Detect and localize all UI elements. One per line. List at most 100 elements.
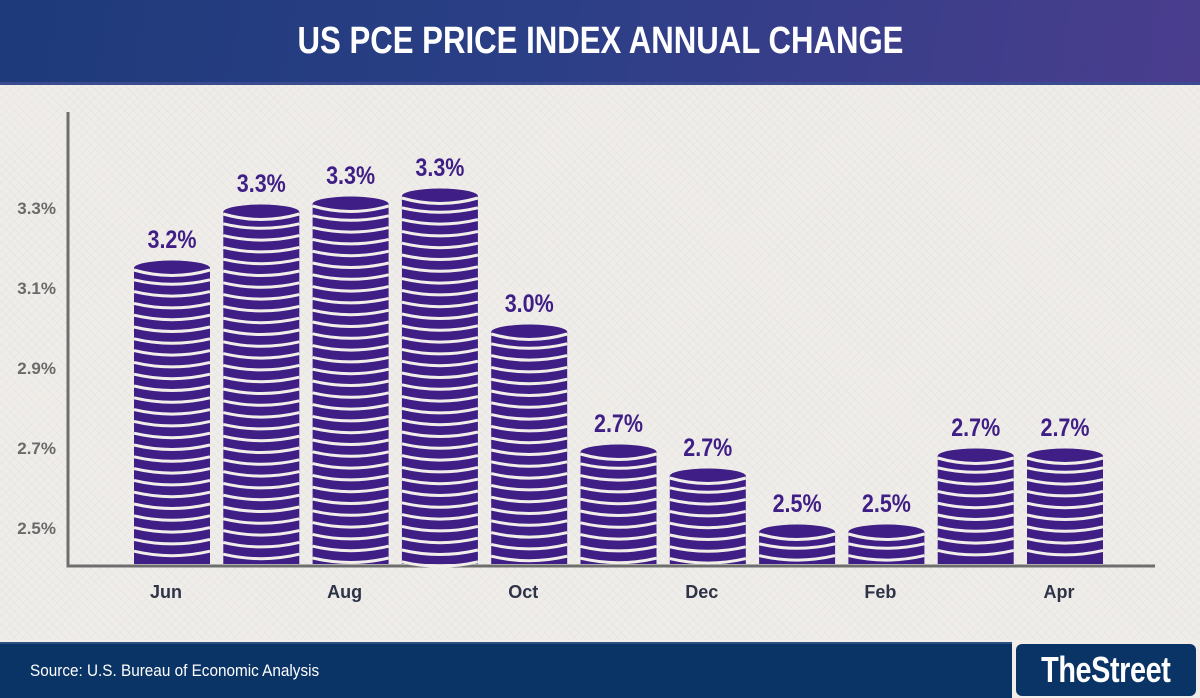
coin-separator	[937, 537, 1015, 545]
coin-separator	[222, 540, 300, 549]
coin-separator	[312, 403, 389, 411]
data-label: 3.3%	[326, 161, 375, 189]
coin-separator	[401, 489, 479, 497]
coin-separator	[133, 514, 211, 522]
coin-stack-body	[223, 212, 300, 564]
coin-separator	[312, 379, 389, 387]
coin-separator	[133, 360, 211, 369]
coin-separator	[133, 337, 211, 345]
coin-separator	[937, 489, 1015, 498]
coin-separator	[401, 465, 479, 474]
coin-separator	[222, 234, 300, 242]
data-label: 2.7%	[683, 433, 732, 461]
coin-separator	[222, 505, 300, 513]
coin-separator	[133, 526, 211, 534]
coin-separator	[222, 363, 300, 372]
coin-separator	[669, 533, 747, 541]
coin-separator	[222, 245, 300, 254]
coin-separator	[401, 418, 479, 427]
coin-separator	[401, 371, 479, 379]
coin-top	[312, 196, 389, 212]
coin-separator	[222, 470, 300, 478]
coin-separator	[222, 399, 300, 407]
coin-separator	[937, 548, 1015, 557]
coin-separator	[222, 304, 300, 313]
coin-separator	[490, 389, 568, 397]
coin-separator	[490, 483, 568, 492]
coin-separator	[312, 344, 389, 352]
coin-stack-body	[1027, 456, 1103, 564]
y-tick-label: 2.7%	[17, 439, 56, 458]
coin-separator	[133, 278, 211, 286]
coin-separator	[937, 466, 1015, 474]
coin-separator	[133, 443, 211, 451]
coin-separator	[1026, 537, 1104, 545]
coin-separator	[222, 434, 300, 443]
coin-separator	[401, 536, 479, 545]
data-label: 2.7%	[594, 409, 643, 437]
coin-stack-body	[491, 332, 568, 564]
coin-top-edge	[490, 332, 568, 341]
coin-separator	[401, 383, 479, 391]
coin-separator	[580, 533, 657, 541]
coin-separator	[490, 507, 568, 515]
coin-top-edge	[937, 456, 1015, 465]
coin-separator	[133, 325, 211, 333]
coin-separator	[401, 560, 479, 568]
x-tick-label: Apr	[1044, 582, 1075, 602]
data-label: 2.7%	[951, 413, 1000, 441]
coin-separator	[490, 436, 568, 445]
coin-separator	[937, 513, 1015, 521]
coin-separator	[133, 467, 211, 475]
bar-dec: 2.7% Dec	[669, 433, 747, 602]
coin-separator	[758, 542, 836, 550]
coin-separator	[312, 285, 389, 293]
coin-separator	[312, 273, 389, 281]
coin-separator	[490, 448, 568, 456]
coin-top-edge	[847, 532, 925, 541]
coin-stack-body	[580, 452, 657, 564]
source-note: Source: U.S. Bureau of Economic Analysis	[30, 661, 320, 680]
coin-separator	[133, 455, 211, 463]
coin-separator	[401, 229, 479, 238]
coin-separator	[222, 552, 300, 561]
coin-separator	[312, 473, 389, 482]
coin-separator	[222, 257, 300, 266]
x-tick-label: Oct	[508, 582, 538, 602]
coin-separator	[312, 450, 389, 458]
coin-separator	[222, 269, 300, 277]
coin-separator	[222, 328, 300, 336]
coin-separator	[312, 308, 389, 317]
chart-header: US PCE PRICE INDEX ANNUAL CHANGE	[0, 0, 1200, 85]
coin-top	[937, 448, 1014, 464]
coin-top-edge	[133, 268, 211, 277]
bar-jan: 2.5%	[758, 489, 836, 564]
coin-separator	[580, 485, 657, 494]
coin-separator	[669, 498, 747, 506]
bar-nov: 2.7%	[580, 409, 657, 565]
coin-separator	[133, 313, 211, 322]
coin-separator	[401, 359, 479, 368]
coin-separator	[222, 340, 300, 348]
coin-separator	[133, 349, 211, 357]
coin-separator	[1026, 501, 1104, 510]
coin-separator	[401, 312, 479, 320]
coin-top	[1027, 448, 1103, 464]
coin-separator	[401, 406, 479, 415]
coin-separator	[222, 352, 300, 360]
coin-top-edge	[401, 196, 479, 205]
data-label: 3.3%	[237, 169, 286, 197]
coin-separator	[490, 554, 568, 563]
bar-sep: 3.3%	[401, 153, 479, 568]
coin-separator	[312, 497, 389, 505]
coin-separator	[312, 355, 389, 364]
coin-separator	[490, 342, 568, 350]
coin-separator	[490, 401, 568, 409]
coin-separator	[401, 430, 479, 438]
coin-top	[759, 524, 836, 540]
coin-separator	[133, 431, 211, 440]
coin-separator	[312, 556, 389, 564]
coin-separator	[312, 438, 389, 446]
coin-separator	[312, 485, 389, 494]
